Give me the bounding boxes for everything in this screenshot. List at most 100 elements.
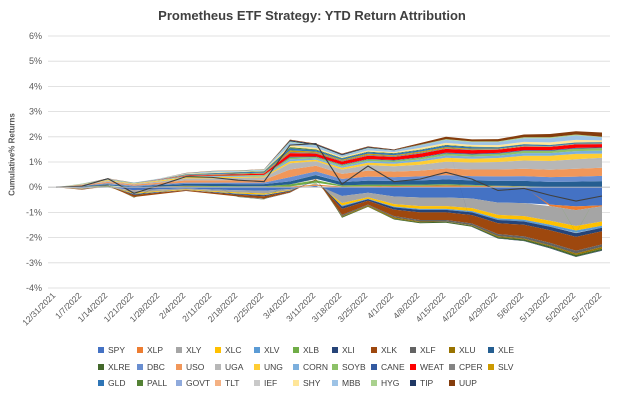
total-return-line bbox=[55, 143, 603, 202]
legend-label: USO bbox=[186, 361, 205, 372]
legend-label: GLD bbox=[108, 378, 126, 388]
y-tick-label: 1% bbox=[29, 157, 42, 167]
legend-label: XLU bbox=[459, 345, 476, 355]
legend-item-ung: UNG bbox=[254, 362, 283, 372]
legend-swatch bbox=[332, 347, 338, 353]
legend-swatch bbox=[410, 363, 416, 370]
area-series-weat bbox=[56, 144, 602, 188]
legend-swatch bbox=[98, 380, 104, 386]
legend-label: TLT bbox=[225, 378, 240, 388]
legend-swatch bbox=[98, 347, 104, 353]
legend-swatch bbox=[410, 347, 416, 353]
legend-item-xlc: XLC bbox=[215, 345, 242, 355]
legend-item-pall: PALL bbox=[137, 378, 167, 388]
legend-item-mbb: MBB bbox=[332, 378, 360, 388]
area-series-soyb bbox=[56, 148, 602, 188]
legend-swatch bbox=[449, 363, 455, 370]
area-layers bbox=[56, 131, 602, 258]
area-series-spy bbox=[56, 185, 602, 207]
legend-label: WEAT bbox=[420, 361, 444, 372]
legend-swatch bbox=[371, 380, 377, 386]
legend-swatch bbox=[254, 363, 260, 370]
legend-label: MBB bbox=[342, 378, 361, 388]
legend-item-uga: UGA bbox=[215, 362, 243, 372]
legend-label: SOYB bbox=[342, 361, 366, 372]
legend-item-xli: XLI bbox=[332, 345, 355, 355]
legend-swatch bbox=[215, 363, 221, 370]
legend-item-soyb: SOYB bbox=[332, 362, 366, 372]
legend-label: IEF bbox=[264, 378, 278, 388]
legend-label: CPER bbox=[459, 361, 483, 372]
legend-swatch bbox=[371, 347, 377, 353]
legend-item-xlk: XLK bbox=[371, 345, 397, 355]
legend-label: XLV bbox=[264, 345, 280, 355]
legend-item-xlf: XLF bbox=[410, 345, 436, 355]
chart-title: Prometheus ETF Strategy: YTD Return Attr… bbox=[158, 8, 466, 23]
legend-item-spy: SPY bbox=[98, 345, 125, 355]
area-series-ung bbox=[56, 153, 602, 188]
area-series-uup bbox=[56, 131, 602, 188]
legend-label: SHY bbox=[303, 378, 321, 388]
area-series-xle bbox=[56, 175, 602, 188]
legend-swatch bbox=[254, 347, 260, 353]
legend-swatch bbox=[293, 347, 299, 353]
legend-label: DBC bbox=[147, 361, 165, 372]
legend-item-cper: CPER bbox=[449, 362, 483, 372]
legend-swatch bbox=[137, 380, 143, 386]
legend-swatch bbox=[449, 347, 455, 353]
legend-item-weat: WEAT bbox=[410, 362, 444, 372]
legend-swatch bbox=[332, 380, 338, 386]
y-tick-label: -2% bbox=[26, 233, 42, 243]
x-tick-label: 4/1/2022 bbox=[365, 290, 396, 321]
legend-item-dbc: DBC bbox=[137, 362, 165, 372]
legend-label: GOVT bbox=[186, 378, 211, 388]
legend-swatch bbox=[215, 347, 221, 353]
legend-swatch bbox=[176, 363, 182, 370]
legend-swatch bbox=[293, 380, 299, 386]
legend-swatch bbox=[488, 347, 494, 353]
legend-item-gld: GLD bbox=[98, 378, 125, 388]
legend-item-xle: XLE bbox=[488, 345, 514, 355]
legend-item-tlt: TLT bbox=[215, 378, 239, 388]
legend-swatch bbox=[137, 363, 143, 370]
legend-item-xlu: XLU bbox=[449, 345, 476, 355]
legend-item-cane: CANE bbox=[371, 362, 405, 372]
legend-swatch bbox=[332, 363, 338, 370]
legend-item-ief: IEF bbox=[254, 378, 277, 388]
y-tick-label: 2% bbox=[29, 132, 42, 142]
x-tick-label: 12/31/2021 bbox=[20, 290, 57, 327]
legend-swatch bbox=[176, 380, 182, 386]
legend-label: XLY bbox=[186, 345, 202, 355]
legend-swatch bbox=[293, 363, 299, 370]
legend-label: XLK bbox=[381, 345, 398, 355]
legend-swatch bbox=[449, 380, 455, 386]
legend-label: UUP bbox=[459, 378, 477, 388]
legend-item-uup: UUP bbox=[449, 378, 477, 388]
legend-swatch bbox=[176, 347, 182, 353]
legend-item-uso: USO bbox=[176, 362, 204, 372]
area-series-shy bbox=[56, 139, 602, 188]
legend-label: XLI bbox=[342, 345, 355, 355]
legend-swatch bbox=[371, 363, 377, 370]
legend-swatch bbox=[410, 380, 416, 386]
legend-label: TIP bbox=[420, 378, 434, 388]
legend-label: XLP bbox=[147, 345, 164, 355]
area-series-dbc bbox=[56, 171, 602, 188]
legend-item-xlre: XLRE bbox=[98, 362, 130, 372]
legend-label: XLRE bbox=[108, 361, 131, 372]
legend-label: SPY bbox=[108, 345, 126, 355]
legend-item-hyg: HYG bbox=[371, 378, 399, 388]
y-tick-label: 3% bbox=[29, 107, 42, 117]
legend-item-xlv: XLV bbox=[254, 345, 279, 355]
legend-label: SLV bbox=[498, 361, 514, 372]
area-series-corn bbox=[56, 150, 602, 188]
y-tick-label: 4% bbox=[29, 81, 42, 91]
area-series-xly bbox=[56, 183, 602, 227]
y-tick-label: -3% bbox=[26, 258, 42, 268]
legend-swatch bbox=[98, 363, 104, 370]
legend-item-slv: SLV bbox=[488, 362, 513, 372]
legend-item-govt: GOVT bbox=[176, 378, 210, 388]
legend-label: XLE bbox=[498, 345, 515, 355]
legend-label: UNG bbox=[264, 361, 283, 372]
legend-label: CORN bbox=[303, 361, 329, 372]
